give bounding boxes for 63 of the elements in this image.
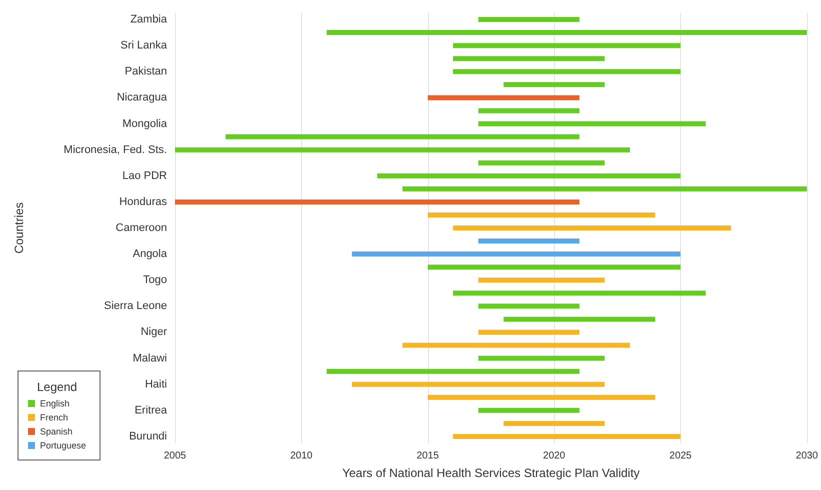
bar [402, 342, 630, 348]
bar [453, 290, 706, 296]
bar [175, 199, 580, 204]
bar [504, 420, 605, 426]
y-tick-label: Malawi [132, 352, 167, 364]
bar [402, 186, 807, 192]
y-tick-label: Micronesia, Fed. Sts. [64, 144, 167, 156]
y-tick-label: Zambia [130, 14, 168, 26]
bar [478, 356, 605, 361]
bar [377, 173, 680, 178]
bar [478, 330, 580, 335]
bar [504, 316, 656, 322]
y-tick-label: Togo [143, 274, 167, 286]
bar [478, 408, 580, 413]
bar [478, 160, 605, 166]
x-tick-label: 2025 [669, 450, 692, 462]
legend-label: French [40, 412, 68, 422]
legend-title: Legend [37, 380, 78, 394]
bar [428, 264, 680, 270]
bar [175, 147, 630, 152]
bar [453, 434, 680, 439]
x-axis-title: Years of National Health Services Strategic Plan Validity [342, 466, 640, 480]
bar [478, 17, 580, 22]
bar [478, 304, 580, 309]
y-tick-label: Haiti [144, 378, 167, 390]
x-tick-label: 2010 [290, 450, 313, 462]
x-tick-label: 2005 [164, 450, 187, 462]
bar [428, 95, 580, 100]
y-tick-label: Honduras [119, 196, 168, 208]
y-tick-label: Cameroon [116, 222, 167, 234]
bar [352, 252, 680, 257]
bar [453, 43, 680, 48]
y-tick-label: Sierra Leone [104, 300, 167, 312]
y-tick-label: Lao PDR [122, 170, 168, 182]
legend-label: English [40, 398, 70, 408]
bar [428, 394, 656, 400]
bar [226, 134, 580, 140]
bar [326, 30, 807, 36]
x-tick-label: 2020 [543, 450, 566, 462]
bar [428, 212, 656, 218]
legend-label: Portuguese [40, 440, 86, 450]
bar [453, 69, 680, 74]
bar [453, 56, 605, 62]
bar [478, 121, 706, 126]
y-tick-label: Niger [140, 326, 168, 338]
y-tick-label: Mongolia [122, 118, 168, 130]
bar [478, 278, 605, 283]
legend-label: Spanish [40, 426, 73, 436]
y-tick-label: Angola [132, 248, 168, 260]
y-tick-label: Sri Lanka [120, 40, 168, 52]
x-tick-label: 2030 [796, 450, 818, 462]
y-tick-label: Eritrea [134, 404, 168, 416]
bar [478, 108, 580, 114]
y-tick-label: Pakistan [124, 66, 167, 78]
bar [352, 382, 605, 387]
y-tick-label: Nicaragua [116, 92, 168, 104]
x-tick-label: 2015 [416, 450, 440, 462]
y-axis-title: Countries [12, 202, 26, 254]
bar [478, 238, 580, 244]
bar [504, 82, 605, 88]
bar [453, 226, 732, 230]
bar [326, 368, 580, 374]
y-tick-label: Burundi [129, 430, 167, 442]
